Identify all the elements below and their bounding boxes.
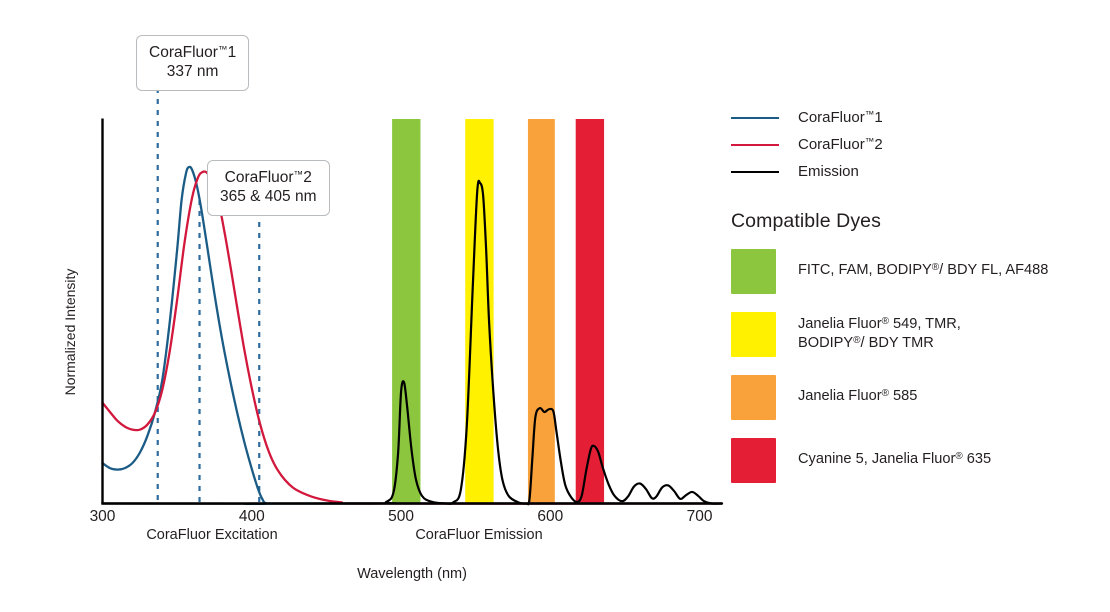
legend-row-2[interactable]: CoraFluor™2 [731, 131, 1101, 158]
dye-band-4 [575, 119, 605, 504]
dye-label-line: Janelia Fluor® 585 [798, 388, 918, 405]
region-label-emission: CoraFluor Emission [415, 527, 543, 543]
legend-line-swatch-2 [731, 143, 779, 146]
legend-label-3: Emission [798, 163, 859, 180]
dye-color-swatch-1 [731, 249, 776, 294]
trademark-mark: ™ [864, 136, 875, 148]
legend-row-3[interactable]: Emission [731, 158, 1101, 185]
legend-row-1[interactable]: CoraFluor™1 [731, 104, 1101, 131]
callout-corafluor1-value: 337 nm [166, 63, 219, 81]
trademark-mark: ™ [864, 109, 875, 121]
dye-row-4[interactable]: Cyanine 5, Janelia Fluor® 635 [731, 438, 1101, 488]
dye-label-line: FITC, FAM, BODIPY®/ BDY FL, AF488 [798, 262, 1049, 279]
dye-color-swatch-3 [731, 375, 776, 420]
dye-color-swatch-4 [731, 438, 776, 483]
dye-label-1: FITC, FAM, BODIPY®/ BDY FL, AF488 [798, 249, 1048, 280]
callout-corafluor2-value: 365 & 405 nm [220, 188, 317, 206]
legend-line-swatch-1 [731, 116, 779, 119]
legend-panel: CoraFluor™1 CoraFluor™2 Emission Compatibl… [731, 104, 1101, 501]
dye-row-3[interactable]: Janelia Fluor® 585 [731, 375, 1101, 425]
legend-line-swatch-3 [731, 170, 779, 173]
compatible-dyes-heading: Compatible Dyes [731, 210, 881, 232]
dye-color-swatch-2 [731, 312, 776, 357]
legend-label-2: CoraFluor™2 [798, 136, 883, 153]
dye-row-2[interactable]: Janelia Fluor® 549, TMR, BODIPY®/ BDY TMR [731, 312, 1101, 362]
dye-label-line: BODIPY®/ BDY TMR [798, 335, 934, 352]
callout-corafluor1-title: CoraFluor™1 [149, 44, 237, 61]
callout-corafluor2: CoraFluor™2 365 & 405 nm [207, 160, 330, 216]
region-label-excitation: CoraFluor Excitation [146, 527, 278, 543]
dye-label-line: Janelia Fluor® 549, TMR, [798, 316, 961, 333]
series-curve-3 [101, 179, 724, 506]
dye-band-1 [392, 119, 421, 504]
x-tick-400: 400 [238, 508, 265, 525]
legend-series-list: CoraFluor™1 CoraFluor™2 Emission [731, 104, 1101, 185]
y-axis-title: Normalized Intensity [62, 268, 78, 396]
compatible-dyes-list: FITC, FAM, BODIPY®/ BDY FL, AF488 Janelia… [731, 249, 1101, 488]
dye-label-line: Cyanine 5, Janelia Fluor® 635 [798, 451, 992, 468]
x-tick-300: 300 [89, 508, 116, 525]
x-axis-title: Wavelength (nm) [357, 566, 467, 582]
dye-label-2: Janelia Fluor® 549, TMR, BODIPY®/ BDY TMR [798, 312, 961, 354]
x-tick-600: 600 [537, 508, 564, 525]
dye-label-4: Cyanine 5, Janelia Fluor® 635 [798, 438, 991, 469]
dye-row-1[interactable]: FITC, FAM, BODIPY®/ BDY FL, AF488 [731, 249, 1101, 299]
x-tick-500: 500 [388, 508, 415, 525]
callout-corafluor1: CoraFluor™1 337 nm [136, 35, 250, 91]
dye-label-3: Janelia Fluor® 585 [798, 375, 917, 406]
dye-band-3 [527, 119, 555, 504]
callout-corafluor2-title: CoraFluor™2 [224, 169, 312, 186]
x-tick-700: 700 [686, 508, 713, 525]
legend-label-1: CoraFluor™1 [798, 109, 883, 126]
